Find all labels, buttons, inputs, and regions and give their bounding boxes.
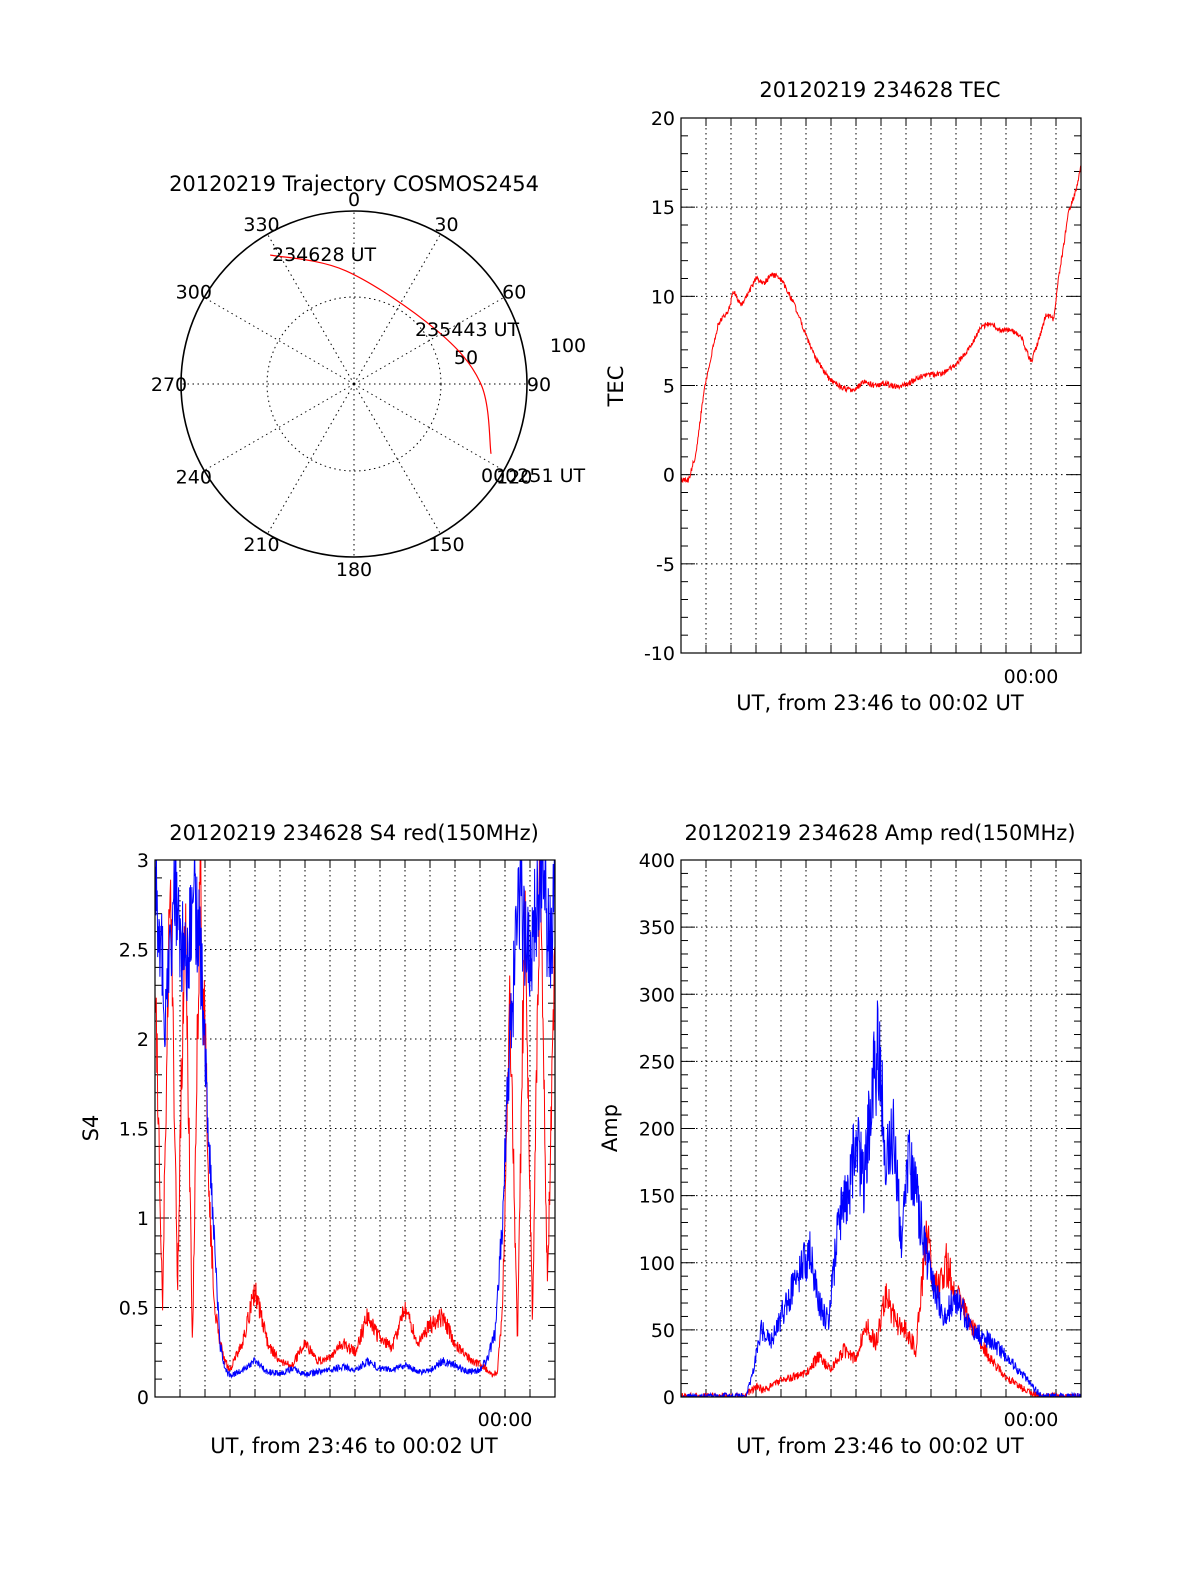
polar-angle-label: 300 [176,282,212,304]
s4-x-axis-label: UT, from 23:46 to 00:02 UT [210,1434,498,1458]
polar-angle-label: 120 [496,467,532,489]
trajectory-start-label: 234628 UT [272,244,376,266]
tec-x-tick-label: 00:00 [1004,666,1059,688]
amp-y-tick-label: 250 [639,1051,675,1073]
s4-series-line-1 [155,860,555,1380]
amp-y-tick-labels: 0 50 100 150 200 250 300 350 400 [639,850,675,1409]
tec-y-tick-labels: -10 -5 0 5 10 15 20 [644,108,675,665]
polar-grid-spoke [353,233,441,385]
tec-y-tick-label: -5 [656,554,675,576]
amp-y-tick-label: 200 [639,1119,675,1141]
s4-series-line-0 [155,860,555,1378]
tec-x-axis-label: UT, from 23:46 to 00:02 UT [736,691,1024,715]
trajectory-mid-label: 235443 UT [415,319,519,341]
tec-y-tick-label: 5 [663,376,675,398]
polar-grid-spoke [353,383,441,535]
s4-y-tick-label: 0.5 [119,1298,149,1320]
amp-y-tick-label: 300 [639,984,675,1006]
amp-plot: 20120219 234628 Amp red(150MHz) 0 50 100 15… [598,821,1082,1458]
polar-angle-label: 270 [151,374,187,396]
s4-grid [155,860,555,1397]
tec-ticks [681,117,1081,654]
polar-radial-label-100: 100 [550,335,586,357]
tec-title: 20120219 234628 TEC [759,78,1000,102]
amp-y-tick-label: 350 [639,917,675,939]
s4-y-axis-label: S4 [79,1115,103,1142]
s4-y-tick-label: 2.5 [119,940,149,962]
polar-grid-spoke [353,297,505,385]
s4-y-tick-label: 1 [137,1208,149,1230]
polar-angle-label: 90 [527,374,551,396]
trajectory-track [270,254,492,454]
tec-series-line-0 [681,165,1081,483]
s4-series [155,860,555,1380]
tec-frame [680,117,1082,654]
trajectory-polar-plot: 20120219 Trajectory COSMOS2454 0 30 60 90 12… [151,172,586,581]
polar-angle-label: 30 [434,214,458,236]
s4-frame [154,859,556,1398]
polar-angle-label: 240 [176,467,212,489]
tec-y-tick-label: 10 [651,286,675,308]
polar-grid-spoke [353,383,505,471]
amp-ticks [681,859,1081,1398]
s4-plot: 20120219 234628 S4 red(150MHz) 0 0.5 1 1.5 2… [79,821,556,1458]
s4-y-tick-label: 0 [137,1387,149,1409]
s4-y-tick-label: 2 [137,1029,149,1051]
amp-x-axis-label: UT, from 23:46 to 00:02 UT [736,1434,1024,1458]
polar-angle-label: 0 [348,189,360,211]
amp-y-tick-label: 50 [651,1320,675,1342]
polar-outer-circle [180,210,528,558]
s4-y-tick-label: 1.5 [119,1119,149,1141]
amp-x-tick-label: 00:00 [1004,1409,1059,1431]
s4-title: 20120219 234628 S4 red(150MHz) [169,821,539,845]
tec-y-tick-label: 0 [663,465,675,487]
polar-grid-ring [266,296,442,472]
polar-angle-label: 210 [243,534,279,556]
amp-title: 20120219 234628 Amp red(150MHz) [684,821,1075,845]
tec-y-tick-label: 15 [651,197,675,219]
tec-grid [681,118,1081,653]
amp-series-line-1 [681,1000,1081,1397]
amp-y-tick-label: 100 [639,1253,675,1275]
polar-grid-spoke [203,383,355,471]
amp-frame [680,859,1082,1398]
amp-y-axis-label: Amp [598,1104,622,1152]
polar-angle-label: 150 [428,534,464,556]
s4-y-tick-label: 3 [137,850,149,872]
polar-grid-spoke [203,297,355,385]
tec-y-tick-label: -10 [644,643,675,665]
s4-x-tick-label: 00:00 [478,1409,533,1431]
amp-y-tick-label: 400 [639,850,675,872]
trajectory-end-label: 000251 UT [481,465,585,487]
trajectory-title: 20120219 Trajectory COSMOS2454 [169,172,539,196]
tec-y-tick-label: 20 [651,108,675,130]
polar-angle-labels: 0 30 60 90 120 150 180 210 240 270 300 330 [151,189,551,581]
amp-y-tick-label: 0 [663,1387,675,1409]
amp-y-tick-label: 150 [639,1186,675,1208]
polar-angle-label: 330 [243,214,279,236]
polar-grid [181,211,527,557]
polar-grid-spoke [267,233,355,385]
tec-y-axis-label: TEC [604,366,628,408]
amp-series [681,1000,1081,1397]
tec-series [681,165,1081,483]
polar-angle-label: 180 [336,559,372,581]
polar-angle-label: 60 [502,282,526,304]
polar-grid-spoke [267,383,355,535]
s4-y-tick-labels: 0 0.5 1 1.5 2 2.5 3 [119,850,149,1409]
